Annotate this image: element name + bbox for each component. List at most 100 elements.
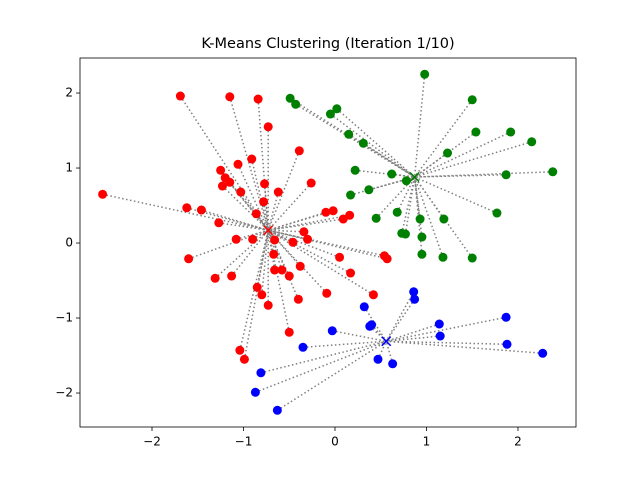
assignment-line	[336, 108, 416, 178]
data-point	[332, 104, 342, 114]
data-point	[291, 99, 301, 109]
data-point	[288, 237, 298, 247]
data-point	[410, 294, 420, 304]
data-point	[321, 207, 331, 217]
plot-frame	[79, 57, 577, 428]
assignment-line	[406, 176, 415, 182]
data-point	[346, 190, 356, 200]
data-point	[346, 268, 356, 278]
data-point	[303, 234, 313, 244]
assignment-line	[386, 340, 508, 346]
data-point	[382, 254, 392, 264]
assignment-line	[218, 222, 269, 232]
assignment-line	[375, 176, 416, 219]
data-point	[260, 179, 270, 189]
data-point	[184, 254, 194, 264]
data-point	[471, 127, 481, 137]
assignment-line	[231, 229, 269, 277]
data-point	[217, 181, 227, 191]
data-point	[210, 273, 220, 283]
data-point	[294, 146, 304, 156]
data-point	[335, 252, 345, 262]
assignment-line	[267, 191, 279, 231]
data-point	[328, 206, 338, 216]
assignment-line	[255, 340, 387, 393]
data-point	[415, 214, 425, 224]
assignment-line	[414, 171, 553, 178]
assignment-line	[350, 176, 415, 196]
data-point	[233, 159, 243, 169]
data-point	[538, 348, 548, 358]
assignment-line	[267, 229, 300, 300]
data-point	[277, 265, 287, 275]
assignment-line	[267, 230, 276, 271]
data-point	[501, 312, 511, 322]
data-point	[443, 148, 453, 158]
data-point	[299, 227, 309, 237]
assignment-line	[276, 340, 387, 411]
data-point	[434, 319, 444, 329]
assignment-line	[239, 230, 269, 351]
assignment-line	[268, 229, 388, 260]
assignment-line	[385, 291, 415, 342]
data-point	[270, 265, 280, 275]
assignment-line	[102, 193, 269, 232]
data-point	[284, 271, 294, 281]
data-point	[263, 122, 273, 132]
data-point	[548, 167, 558, 177]
data-point	[306, 178, 316, 188]
data-point	[467, 253, 477, 263]
data-point	[492, 208, 502, 218]
assignment-line	[262, 201, 269, 231]
data-point	[250, 387, 260, 397]
data-point	[239, 354, 249, 364]
data-point	[293, 294, 303, 304]
assignment-line	[332, 330, 387, 343]
data-point	[401, 176, 411, 186]
data-point	[345, 210, 355, 220]
x-tick-label: 2	[514, 435, 522, 449]
y-tick-label: 2	[65, 86, 73, 100]
data-point	[387, 169, 397, 179]
data-point	[417, 249, 427, 259]
data-point	[467, 95, 477, 105]
data-point	[439, 214, 449, 224]
data-point	[392, 207, 402, 217]
data-point	[350, 165, 360, 175]
data-point	[225, 92, 235, 102]
assignment-line	[243, 230, 269, 360]
data-point	[285, 93, 295, 103]
data-point	[325, 109, 335, 119]
y-tick-label: 1	[65, 161, 73, 175]
y-tick-label: −2	[55, 386, 73, 400]
data-point	[253, 94, 263, 104]
assignment-line	[179, 95, 269, 231]
data-point	[298, 342, 308, 352]
assignment-line	[414, 131, 511, 178]
data-point	[322, 288, 332, 298]
data-point	[327, 326, 337, 336]
assignment-line	[267, 229, 340, 258]
data-point	[417, 232, 427, 242]
assignment-line	[295, 103, 415, 178]
x-tick-label: 1	[423, 435, 431, 449]
x-tick-label: 0	[331, 435, 339, 449]
data-point	[251, 209, 261, 219]
assignment-line	[267, 229, 351, 274]
data-point	[252, 282, 262, 292]
data-point	[236, 187, 246, 197]
data-point	[371, 213, 381, 223]
assignment-line	[396, 176, 416, 213]
data-point	[225, 177, 235, 187]
centroid	[263, 225, 274, 236]
assignment-line	[404, 176, 416, 235]
assignment-line	[386, 316, 507, 343]
assignment-line	[413, 176, 423, 255]
data-point	[284, 327, 294, 337]
data-point	[368, 290, 378, 300]
data-point	[182, 203, 192, 213]
data-point	[231, 234, 241, 244]
data-point	[420, 69, 430, 79]
